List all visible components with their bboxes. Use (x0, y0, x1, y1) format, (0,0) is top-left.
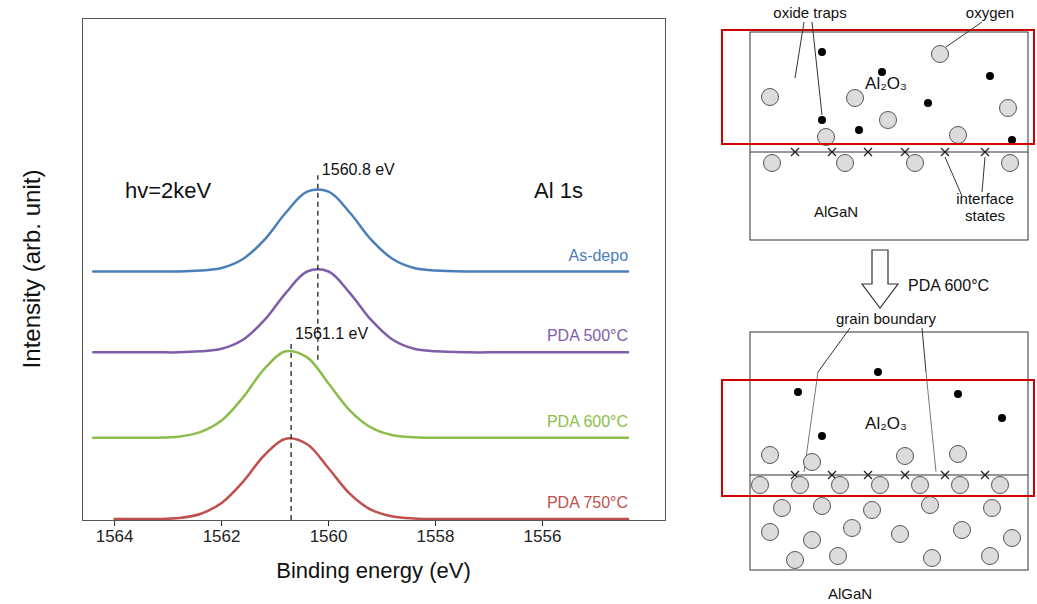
svg-text:AlGaN: AlGaN (828, 585, 872, 602)
svg-text:Al₂O₃: Al₂O₃ (865, 74, 907, 93)
svg-text:1562: 1562 (203, 527, 241, 546)
svg-text:grain boundary: grain boundary (836, 310, 937, 327)
svg-text:states: states (965, 207, 1005, 224)
svg-text:oxide traps: oxide traps (773, 4, 846, 21)
svg-text:1560: 1560 (310, 527, 348, 546)
svg-text:PDA 600°C: PDA 600°C (547, 413, 628, 430)
svg-text:PDA 750°C: PDA 750°C (547, 494, 628, 511)
svg-text:1556: 1556 (524, 527, 562, 546)
svg-text:PDA 500°C: PDA 500°C (547, 327, 628, 344)
svg-text:As-depo: As-depo (568, 247, 628, 264)
svg-text:AlGaN: AlGaN (814, 203, 858, 220)
svg-text:interface: interface (956, 190, 1014, 207)
svg-text:Binding energy (eV): Binding energy (eV) (276, 558, 470, 583)
svg-text:Al₂O₃: Al₂O₃ (865, 414, 907, 433)
svg-text:1564: 1564 (96, 527, 134, 546)
svg-text:1560.8 eV: 1560.8 eV (322, 161, 395, 178)
svg-text:Al 1s: Al 1s (534, 178, 583, 203)
svg-text:1558: 1558 (417, 527, 455, 546)
svg-text:hv=2keV: hv=2keV (125, 178, 212, 203)
svg-text:1561.1 eV: 1561.1 eV (295, 325, 368, 342)
svg-text:PDA 600°C: PDA 600°C (908, 277, 989, 294)
svg-text:oxygen: oxygen (966, 4, 1014, 21)
svg-text:Intensity (arb. unit): Intensity (arb. unit) (18, 170, 45, 369)
